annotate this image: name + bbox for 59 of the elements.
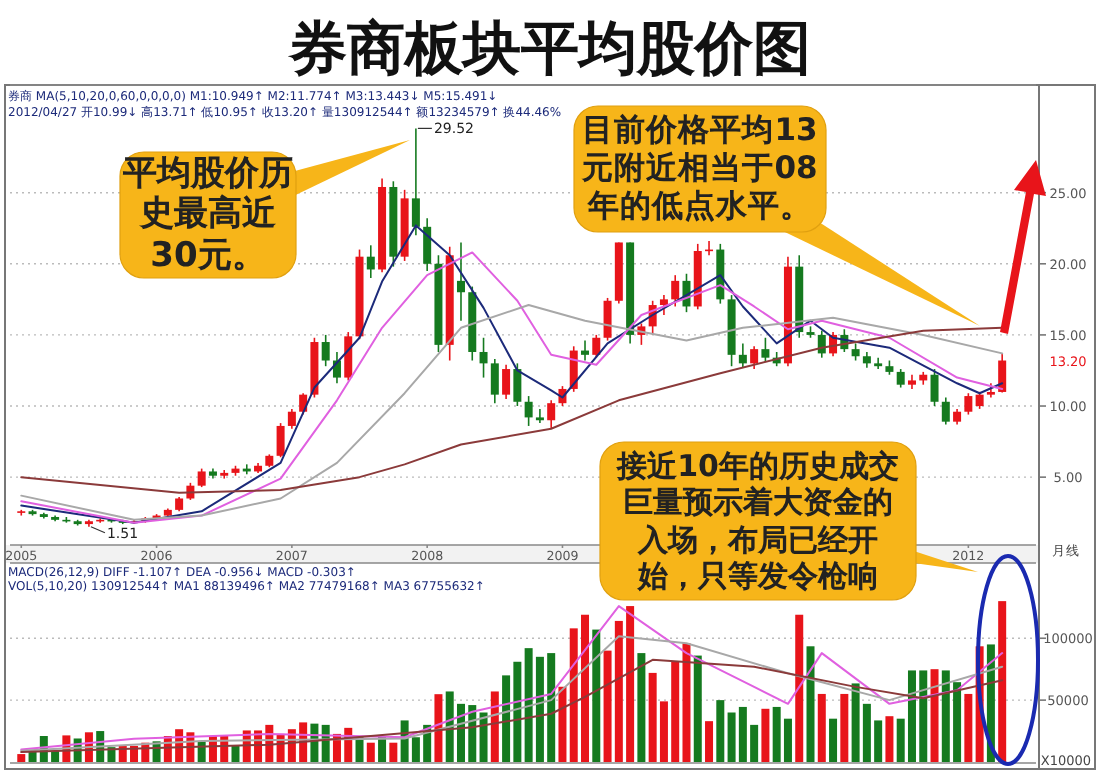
bar <box>930 669 939 762</box>
bar <box>693 655 702 762</box>
candlestick <box>581 339 590 362</box>
bar <box>761 708 770 762</box>
candlestick <box>456 241 465 322</box>
bar <box>716 700 725 762</box>
bar <box>389 742 398 762</box>
bar <box>817 693 826 762</box>
candlestick <box>411 127 420 237</box>
bar <box>964 693 973 762</box>
bar <box>558 686 567 762</box>
candlestick <box>423 217 432 272</box>
candlestick <box>513 362 522 407</box>
bar <box>637 653 646 762</box>
candlestick <box>659 294 668 316</box>
candlestick <box>197 467 206 488</box>
bar <box>705 721 714 762</box>
bar <box>490 691 499 762</box>
line-series <box>20 635 1004 752</box>
candlestick <box>490 358 499 404</box>
candlestick <box>671 274 680 308</box>
bar <box>479 712 488 762</box>
bar <box>434 694 443 762</box>
bar <box>829 718 838 762</box>
candlestick <box>998 352 1007 394</box>
candlestick <box>535 408 544 424</box>
bar <box>998 601 1007 762</box>
annotation: 接近10年的历史成交巨量预示着大资金的入场，布局已经开始，只等发令枪响 <box>614 448 901 595</box>
chart-title: 券商板块平均股价图 <box>287 14 811 82</box>
candlestick <box>524 395 533 427</box>
bar <box>795 614 804 762</box>
candlestick <box>738 342 747 369</box>
candlestick <box>930 368 939 407</box>
candlestick <box>321 334 330 367</box>
candlestick <box>896 368 905 389</box>
candlestick <box>592 334 601 359</box>
line-series <box>20 304 1004 521</box>
candlestick <box>287 408 296 430</box>
candlestick <box>761 336 770 363</box>
candlestick <box>366 244 375 279</box>
candlestick <box>964 392 973 416</box>
line-series <box>20 658 1004 754</box>
candlestick <box>276 422 285 459</box>
candlestick <box>750 345 759 370</box>
candlestick <box>547 399 556 430</box>
bar <box>17 754 26 762</box>
candlestick <box>344 331 353 382</box>
candlestick <box>479 336 488 379</box>
bar <box>366 742 375 762</box>
bar <box>592 629 601 762</box>
candlestick <box>941 396 950 426</box>
annotation: 平均股价历史最高近30元。 <box>122 153 294 278</box>
line-series <box>20 605 1004 751</box>
candlestick <box>502 363 511 400</box>
bar <box>840 693 849 762</box>
bar <box>885 716 894 762</box>
candlestick <box>603 297 612 342</box>
annotation: 目前价格平均13元附近相当于08年的低点水平。 <box>580 112 820 226</box>
bar <box>806 646 815 762</box>
